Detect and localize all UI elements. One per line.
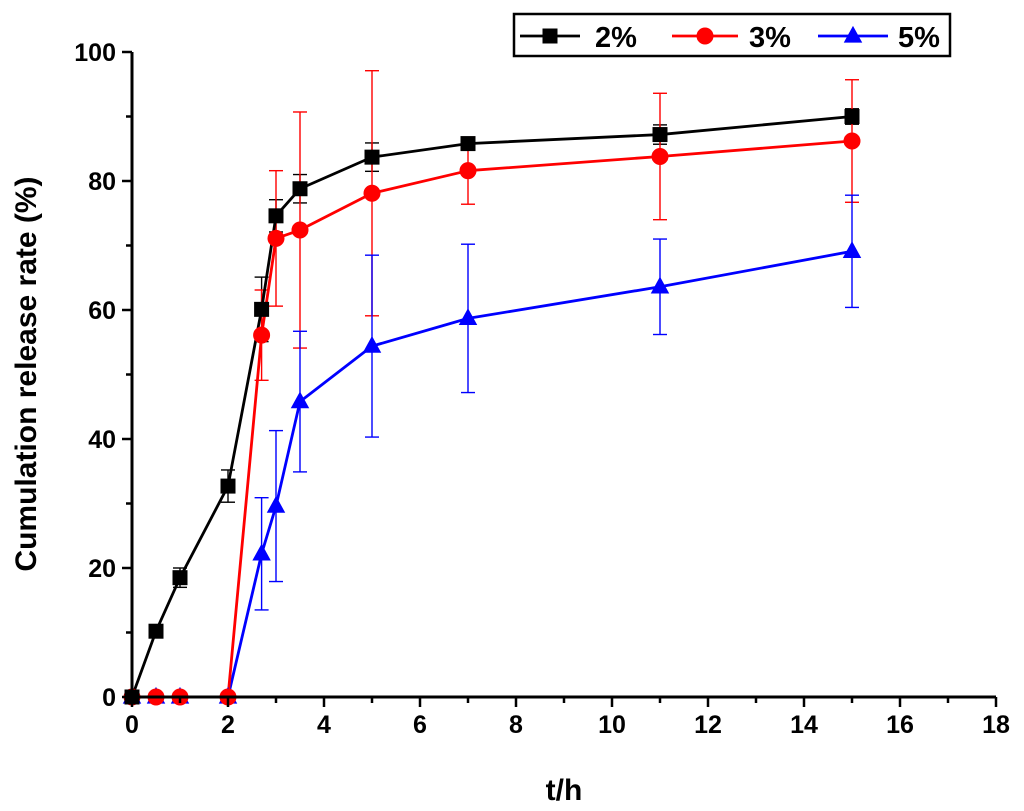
data-point [148, 623, 164, 639]
data-point [364, 149, 380, 165]
data-point [252, 543, 271, 561]
x-tick-label: 8 [509, 711, 523, 739]
data-point [842, 241, 862, 258]
data-point [292, 181, 308, 197]
data-point [651, 147, 669, 165]
legend-marker-3% [696, 27, 714, 45]
y-tick-label: 100 [74, 39, 116, 67]
series-line-5% [132, 249, 853, 699]
data-point [266, 495, 286, 513]
legend-label-2%: 2% [595, 22, 637, 54]
series-layer [122, 70, 862, 706]
data-point [254, 301, 270, 317]
data-point [362, 335, 382, 353]
data-point [652, 127, 668, 143]
y-tick-label: 60 [88, 297, 116, 325]
legend-marker-2% [542, 28, 558, 44]
y-tick-label: 80 [88, 168, 116, 196]
data-point [843, 132, 861, 150]
y-tick-label: 20 [88, 555, 116, 583]
x-tick-label: 6 [413, 711, 427, 739]
data-point [220, 478, 236, 494]
data-point [363, 184, 381, 202]
legend: 2% 3% 5% [512, 12, 952, 58]
data-point [291, 221, 309, 239]
data-point [172, 570, 188, 586]
legend-label-5%: 5% [898, 22, 940, 54]
x-tick-label: 12 [694, 711, 722, 739]
x-tick-label: 16 [886, 711, 914, 739]
series-line-2% [130, 115, 853, 698]
legend-marker-5% [843, 25, 863, 43]
x-tick-label: 14 [790, 711, 818, 739]
error-bars-3% [254, 70, 859, 382]
y-tick-label: 40 [88, 426, 116, 454]
x-tick-label: 0 [125, 711, 139, 739]
data-point [844, 109, 860, 124]
data-point [290, 391, 310, 409]
data-point [253, 326, 271, 344]
y-tick-label: 0 [102, 684, 116, 712]
data-point [459, 162, 477, 180]
x-axis-title: t/h [546, 774, 583, 807]
data-point [267, 229, 285, 247]
legend-label-3%: 3% [749, 22, 791, 54]
error-bars-5% [254, 194, 859, 611]
x-tick-label: 18 [982, 711, 1010, 739]
y-axis-title: Cumulation release rate (%) [10, 176, 43, 571]
data-points-2% [124, 109, 860, 705]
x-tick-label: 2 [221, 711, 235, 739]
axes: 0 2 4 6 8 10 12 14 16 18 0 20 40 60 80 100 [74, 39, 1010, 739]
data-point [458, 308, 478, 326]
data-point [460, 136, 476, 152]
x-tick-label: 4 [317, 711, 331, 739]
data-point [650, 276, 670, 294]
x-tick-label: 10 [598, 711, 626, 739]
data-point [268, 208, 284, 224]
